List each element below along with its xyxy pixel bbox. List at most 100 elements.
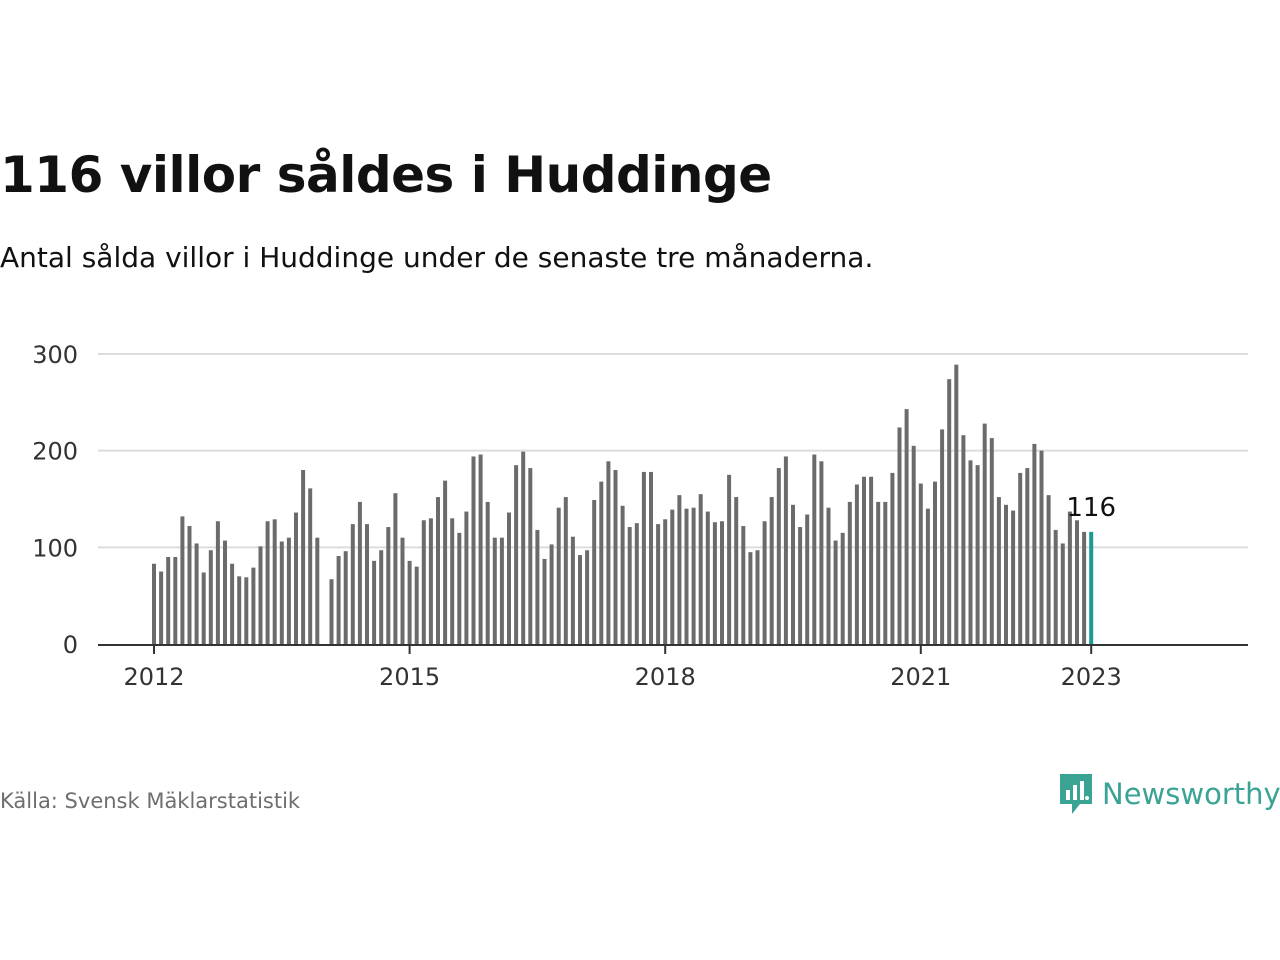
chart-title: 116 villor såldes i Huddinge <box>0 146 772 204</box>
bar <box>443 480 448 644</box>
bar <box>918 483 923 644</box>
bar <box>982 423 987 644</box>
x-tick-label: 2018 <box>635 663 696 691</box>
bar <box>244 577 249 644</box>
bar <box>343 551 348 644</box>
bar <box>1018 472 1023 644</box>
bar <box>656 524 661 644</box>
source-note: Källa: Svensk Mäklarstatistik <box>0 789 301 813</box>
bar <box>663 519 668 644</box>
bar <box>357 501 362 644</box>
bar <box>819 461 824 644</box>
bar <box>208 550 213 644</box>
bar <box>279 541 284 644</box>
brand-logo: Newsworthy <box>1058 772 1280 816</box>
bar <box>613 470 618 644</box>
bar <box>400 537 405 644</box>
bar <box>514 465 519 644</box>
annotation: 116 <box>1066 493 1116 523</box>
bar <box>996 497 1001 644</box>
bar <box>365 524 369 644</box>
bar <box>862 476 866 644</box>
bar <box>783 456 788 644</box>
bar <box>869 476 874 644</box>
bar <box>975 465 980 644</box>
y-tick-label: 300 <box>32 341 78 369</box>
bar <box>854 484 859 644</box>
y-tick-label: 200 <box>32 438 78 466</box>
bar <box>265 521 270 644</box>
bar <box>627 527 632 644</box>
bar <box>578 555 582 644</box>
bar <box>592 499 597 644</box>
bar <box>308 488 313 644</box>
bar-chart: 0 100 200 300 2012 2015 2018 2021 2023 116 <box>32 341 1248 691</box>
bar <box>563 497 568 644</box>
bar <box>911 445 916 644</box>
bar <box>301 470 306 644</box>
bar <box>826 507 831 644</box>
y-tick-label: 0 <box>63 631 78 659</box>
bar <box>840 532 845 644</box>
bar <box>521 451 526 644</box>
bar <box>350 524 355 644</box>
bar <box>1025 468 1030 644</box>
bar <box>1046 495 1051 644</box>
bar <box>954 364 959 644</box>
bar <box>1032 443 1037 644</box>
bar <box>599 481 604 644</box>
x-axis-ticks: 2012 2015 2018 2021 2023 <box>123 645 1122 691</box>
bar <box>407 560 412 644</box>
bar <box>507 512 511 644</box>
bar <box>641 471 646 644</box>
brand-name: Newsworthy <box>1102 777 1280 811</box>
bar <box>1082 531 1087 644</box>
bar <box>450 518 455 644</box>
bar <box>833 540 838 644</box>
bar <box>215 521 220 644</box>
bar <box>720 521 724 644</box>
bar <box>791 504 795 644</box>
bar <box>570 536 575 644</box>
bar <box>620 505 625 644</box>
bar <box>734 497 739 644</box>
bar <box>485 501 490 644</box>
bar <box>634 523 639 644</box>
bar <box>315 537 320 644</box>
bar <box>294 512 298 644</box>
bar <box>152 563 156 644</box>
bar <box>698 494 703 644</box>
bar <box>549 544 554 644</box>
bars <box>152 364 1094 644</box>
bar <box>748 552 753 644</box>
x-tick-label: 2012 <box>123 663 184 691</box>
bar <box>286 537 291 644</box>
bar <box>741 526 746 644</box>
bar <box>159 571 164 644</box>
bar <box>386 527 391 644</box>
bar <box>457 532 462 644</box>
newsworthy-logo-icon <box>1060 774 1092 814</box>
bar <box>414 566 419 644</box>
bar <box>677 495 682 644</box>
bar <box>180 516 185 644</box>
bar <box>187 526 192 644</box>
bar <box>237 576 242 644</box>
bar <box>471 456 476 644</box>
bar <box>805 514 810 644</box>
bar <box>883 501 888 644</box>
bar <box>1060 543 1065 644</box>
bar <box>379 550 384 644</box>
bar <box>684 508 689 644</box>
bar <box>194 543 199 644</box>
chart-subtitle: Antal sålda villor i Huddinge under de s… <box>0 241 874 274</box>
bar <box>940 429 945 644</box>
bar <box>258 546 263 644</box>
bar <box>223 540 227 644</box>
bar <box>528 468 533 644</box>
latest-value-label: 116 <box>1066 493 1116 523</box>
y-axis-labels: 0 100 200 300 <box>32 341 78 659</box>
bar <box>847 501 852 644</box>
bar <box>1075 520 1079 644</box>
bar <box>762 521 767 644</box>
